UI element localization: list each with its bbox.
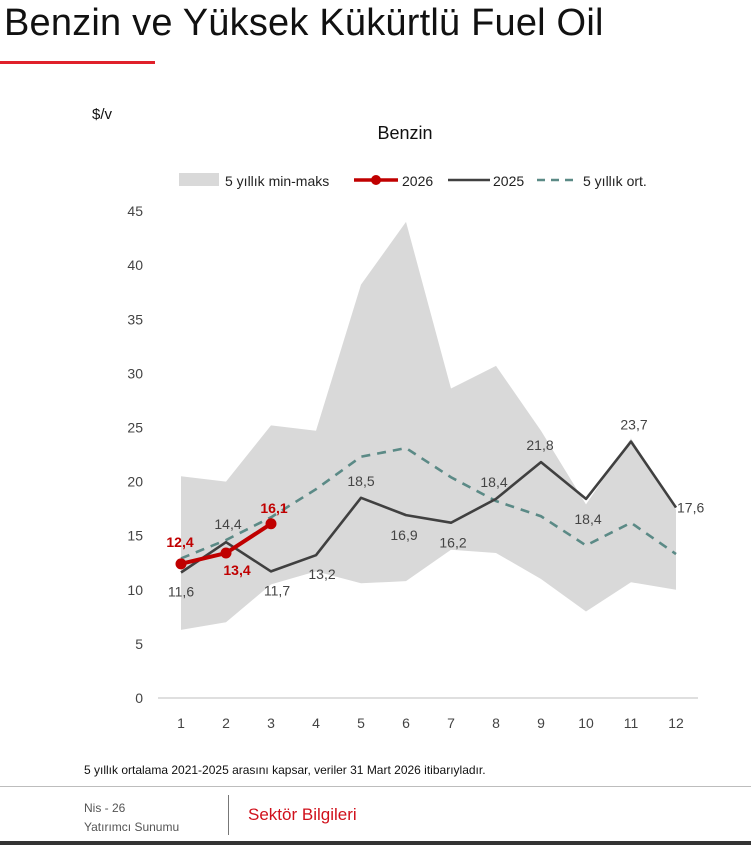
series-2025-line <box>180 440 678 574</box>
legend-swatch-band <box>179 173 219 186</box>
y-tick-label: 5 <box>135 636 143 652</box>
bottom-bar <box>0 841 751 845</box>
x-tick-label: 10 <box>578 715 594 731</box>
footer-section-title: Sektör Bilgileri <box>248 805 357 824</box>
y-tick-label: 0 <box>135 690 143 706</box>
legend-label-band: 5 yıllık min-maks <box>225 173 329 189</box>
series-2026-data-label: 13,4 <box>223 562 250 578</box>
x-tick-label: 9 <box>537 715 545 731</box>
series-2025-data-label: 23,7 <box>620 417 647 433</box>
footer-rule <box>0 786 751 787</box>
y-tick-label: 30 <box>127 365 143 381</box>
x-tick-label: 4 <box>312 715 320 731</box>
y-tick-label: 15 <box>127 528 143 544</box>
min-max-band <box>181 221 676 630</box>
y-tick-label: 25 <box>127 420 143 436</box>
series-2026-data-label: 12,4 <box>166 534 193 550</box>
y-tick-label: 45 <box>127 203 143 219</box>
x-tick-label: 3 <box>267 715 275 731</box>
x-tick-label: 7 <box>447 715 455 731</box>
series-2026-point <box>220 547 232 559</box>
legend-label-2025: 2025 <box>493 173 524 189</box>
footer-subtitle: Yatırımcı Sunumu <box>84 820 180 834</box>
y-unit-label: $/v <box>92 106 113 123</box>
footer-date: Nis - 26 <box>84 801 126 815</box>
series-2026-point <box>175 558 187 570</box>
page-title: Benzin ve Yüksek Kükürtlü Fuel Oil <box>4 2 604 44</box>
y-tick-label: 35 <box>127 311 143 327</box>
y-tick-label: 40 <box>127 257 143 273</box>
series-2025-data-label: 11,7 <box>264 582 290 598</box>
series-2026-data-label: 16,1 <box>260 500 287 516</box>
x-tick-label: 11 <box>624 715 639 731</box>
legend-label-avg: 5 yıllık ort. <box>583 173 647 189</box>
series-2026-point <box>265 518 277 530</box>
y-tick-label: 10 <box>127 582 143 598</box>
series-2025-data-label: 21,8 <box>526 437 553 453</box>
x-tick-label: 1 <box>177 715 185 731</box>
y-tick-label: 20 <box>127 474 143 490</box>
series-2025-data-label: 18,4 <box>480 474 507 490</box>
x-tick-label: 12 <box>668 715 684 731</box>
series-2025-data-label: 14,4 <box>214 516 241 532</box>
chart-title: Benzin <box>377 123 432 143</box>
series-2025-data-label: 16,9 <box>390 527 417 543</box>
series-2025-data-label: 18,4 <box>574 511 601 527</box>
series-2025-data-label: 11,6 <box>168 583 194 599</box>
footnote: 5 yıllık ortalama 2021-2025 arasını kaps… <box>84 763 486 777</box>
x-tick-label: 2 <box>222 715 230 731</box>
series-2025-data-label: 13,2 <box>308 566 335 582</box>
x-tick-label: 5 <box>357 715 365 731</box>
legend-marker-2026 <box>371 175 381 185</box>
series-2025-data-label: 18,5 <box>347 473 374 489</box>
x-tick-label: 8 <box>492 715 500 731</box>
series-avg-line <box>180 446 677 560</box>
footer-divider <box>228 795 229 835</box>
series-2025-data-label: 16,2 <box>439 535 466 551</box>
legend-label-2026: 2026 <box>402 173 433 189</box>
x-tick-label: 6 <box>402 715 410 731</box>
series-2025-data-label: 17,6 <box>677 500 704 516</box>
title-underline <box>0 61 155 64</box>
